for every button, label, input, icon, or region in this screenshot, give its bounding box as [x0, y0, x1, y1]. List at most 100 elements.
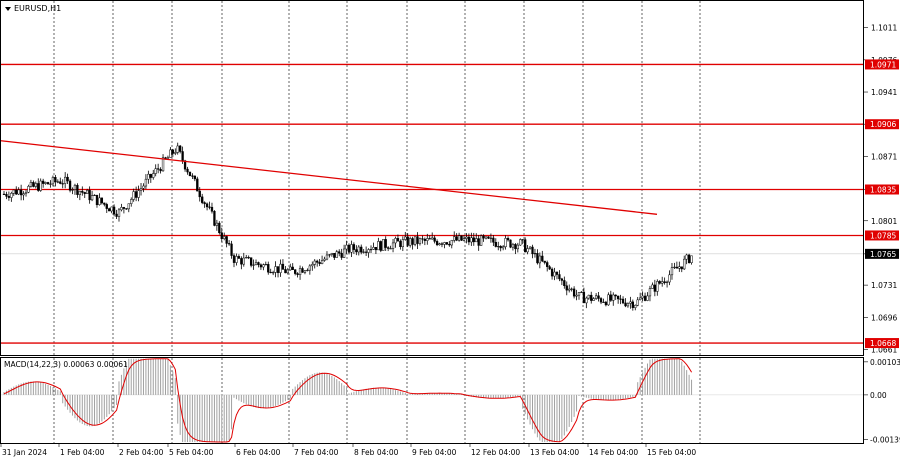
candle-body [269, 271, 272, 274]
candle-body [528, 246, 532, 249]
candle-body [653, 284, 657, 292]
candle-body [152, 173, 155, 178]
candle-body [83, 192, 86, 194]
candle-body [289, 266, 292, 271]
candle-body [369, 249, 373, 251]
candle-body [374, 247, 378, 251]
candle-body [665, 281, 669, 283]
macd-tick-label: -0.00139 [870, 435, 900, 444]
candle-body [59, 181, 62, 184]
candle-body [673, 266, 676, 268]
candle-body [489, 237, 493, 239]
candle-body [428, 238, 431, 240]
candle-body [73, 184, 77, 190]
main-panel-frame [0, 0, 864, 356]
candle-body [587, 294, 590, 299]
candle-body [247, 257, 250, 259]
candle-body [558, 274, 561, 280]
candle-body [105, 204, 108, 209]
candle-body [487, 236, 490, 239]
symbol-label[interactable]: EURUSD,H1 [14, 4, 61, 13]
trendline-layer[interactable] [0, 140, 658, 215]
candle-body [311, 264, 314, 267]
candle-body [599, 298, 603, 303]
candle-body [218, 222, 221, 234]
level-price-label: 1.0785 [870, 231, 896, 240]
candle-body [335, 251, 338, 258]
candle-body [604, 301, 608, 306]
candle-body [501, 246, 505, 249]
candle-body [257, 262, 260, 265]
candle-body [10, 193, 13, 198]
candle-body [616, 295, 620, 300]
candle-body [112, 206, 116, 215]
candle-body [555, 271, 559, 275]
macd-axis: 0.00103 0.00 -0.00139 [864, 358, 900, 444]
level-price-label: 1.0906 [870, 120, 896, 129]
candle-body [570, 288, 573, 290]
candle-body [448, 243, 451, 246]
candle-body [325, 254, 329, 260]
candle-body [333, 253, 336, 258]
candle-body [683, 258, 686, 270]
candle-body [130, 199, 133, 204]
time-tick-label: 7 Feb 04:00 [294, 448, 339, 457]
candle-body [171, 149, 174, 154]
trendline[interactable] [0, 140, 658, 215]
candle-body [538, 255, 542, 264]
candle-body [364, 251, 368, 253]
candle-body [646, 295, 649, 301]
candle-body [670, 267, 674, 276]
candle-body [149, 173, 152, 178]
candle-body [533, 253, 537, 255]
candle-body [186, 168, 189, 173]
candle-body [115, 213, 118, 217]
candle-body [120, 207, 123, 211]
candle-body [531, 246, 534, 255]
candle-body [17, 189, 20, 195]
time-tick-label: 2 Feb 04:00 [119, 448, 164, 457]
candle-body [433, 237, 436, 242]
candle-body [524, 239, 527, 253]
current-price-tag [865, 248, 899, 259]
candle-body [318, 262, 321, 264]
candle-body [76, 184, 79, 195]
macd-panel-frame [0, 357, 864, 444]
candle-body [154, 168, 157, 174]
candle-body [372, 247, 375, 250]
candle-body [582, 291, 586, 304]
candle-body [142, 185, 145, 189]
candle-body [636, 299, 639, 306]
candle-body [475, 238, 478, 243]
candle-body [663, 281, 666, 283]
candle-body [313, 260, 316, 265]
candle-body [286, 269, 289, 274]
candle-body [330, 253, 334, 255]
candle-body [303, 270, 307, 273]
candle-body [254, 262, 258, 266]
candle-body [2, 193, 6, 195]
candle-body [421, 238, 424, 240]
symbol-dropdown-icon[interactable] [5, 7, 11, 11]
candle-body [296, 273, 299, 275]
candle-body [479, 235, 483, 246]
candle-body [580, 291, 583, 293]
candle-body [90, 195, 94, 201]
candle-body [379, 241, 382, 251]
candle-body [56, 181, 59, 183]
candle-body [470, 237, 473, 243]
candle-body [203, 202, 206, 205]
candle-body [597, 295, 600, 299]
candle-body [320, 260, 324, 264]
horizontal-levels[interactable]: 1.0971 1.0906 1.0835 1.0785 1.0668 1.0765 [1, 59, 899, 349]
candle-body [110, 206, 113, 212]
level-price-label: 1.0971 [870, 60, 896, 69]
candle-body [462, 238, 466, 241]
candle-body [159, 169, 162, 172]
candle-body [514, 244, 517, 250]
candle-body [294, 269, 297, 274]
candle-body [382, 239, 385, 251]
candle-body [61, 183, 64, 185]
